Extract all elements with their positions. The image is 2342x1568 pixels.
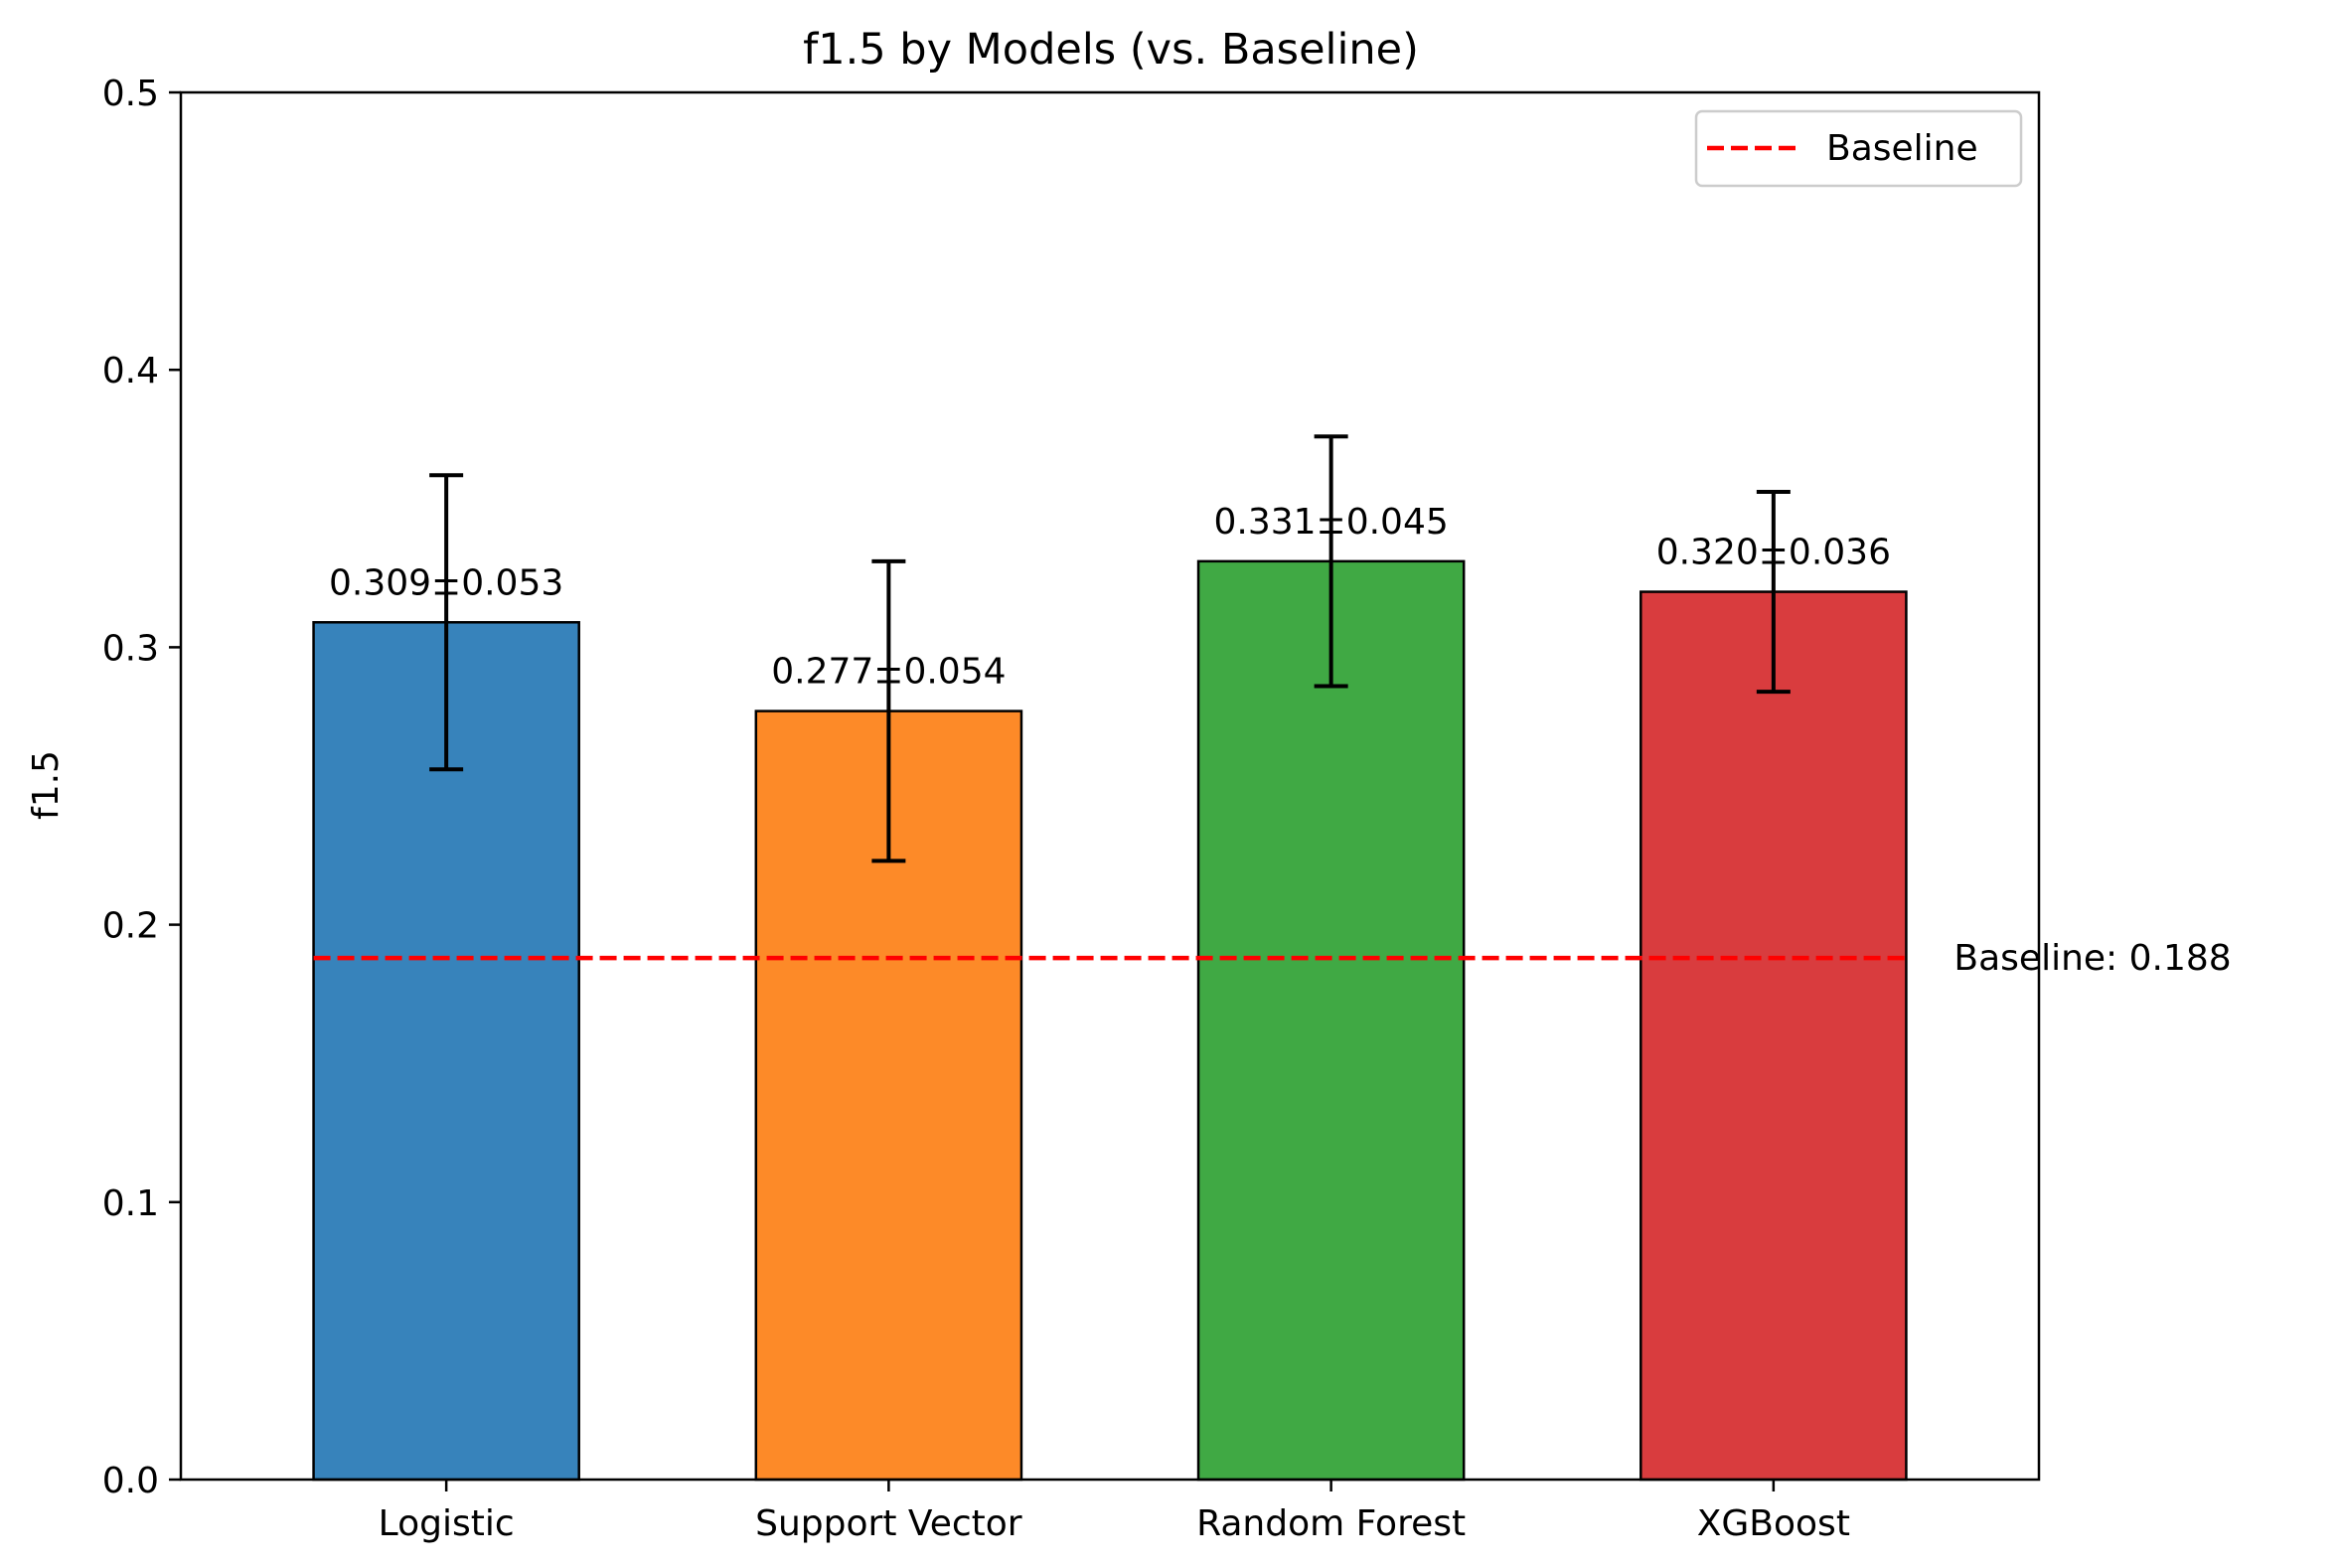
bar-labels-group: 0.309±0.053 0.277±0.054 0.331±0.045 0.320±0… xyxy=(329,502,1891,693)
baseline-group: Baseline: 0.188 xyxy=(313,938,2232,979)
baseline-annotation: Baseline: 0.188 xyxy=(1953,938,2231,979)
bars-group xyxy=(312,559,1908,1482)
y-tick-label-3: 0.3 xyxy=(102,628,159,669)
bar-value-label-1: 0.277±0.054 xyxy=(771,652,1006,693)
x-tick-label-2: Random Forest xyxy=(1196,1503,1466,1544)
bar-xgboost xyxy=(1639,590,1908,1482)
x-tick-label-3: XGBoost xyxy=(1697,1503,1850,1544)
y-tick-label-4: 0.4 xyxy=(102,351,159,392)
x-axis: Logistic Support Vector Random Forest XGBoo… xyxy=(379,1480,1850,1544)
legend-box xyxy=(1694,109,2023,188)
y-axis: 0.0 0.1 0.2 0.3 0.4 0.5 xyxy=(102,74,181,1501)
y-tick-label-5: 0.5 xyxy=(102,74,159,114)
x-tick-label-1: Support Vector xyxy=(755,1503,1022,1544)
legend-baseline-label: Baseline xyxy=(1826,128,1978,169)
y-tick-label-0: 0.0 xyxy=(102,1461,159,1501)
x-tick-label-0: Logistic xyxy=(379,1503,515,1544)
bar-value-label-0: 0.309±0.053 xyxy=(329,562,563,603)
y-tick-label-2: 0.2 xyxy=(102,906,159,947)
y-tick-label-1: 0.1 xyxy=(102,1183,159,1224)
error-bars-group xyxy=(429,434,1791,863)
bar-value-label-3: 0.320±0.036 xyxy=(1656,533,1891,573)
plot-frame xyxy=(179,90,2041,1482)
chart-title: f1.5 by Models (vs. Baseline) xyxy=(803,25,1419,75)
bar-value-label-2: 0.331±0.045 xyxy=(1213,502,1448,543)
bar-random-forest xyxy=(1196,559,1466,1482)
y-axis-label: f1.5 xyxy=(26,750,67,820)
legend: Baseline xyxy=(1694,109,2023,188)
